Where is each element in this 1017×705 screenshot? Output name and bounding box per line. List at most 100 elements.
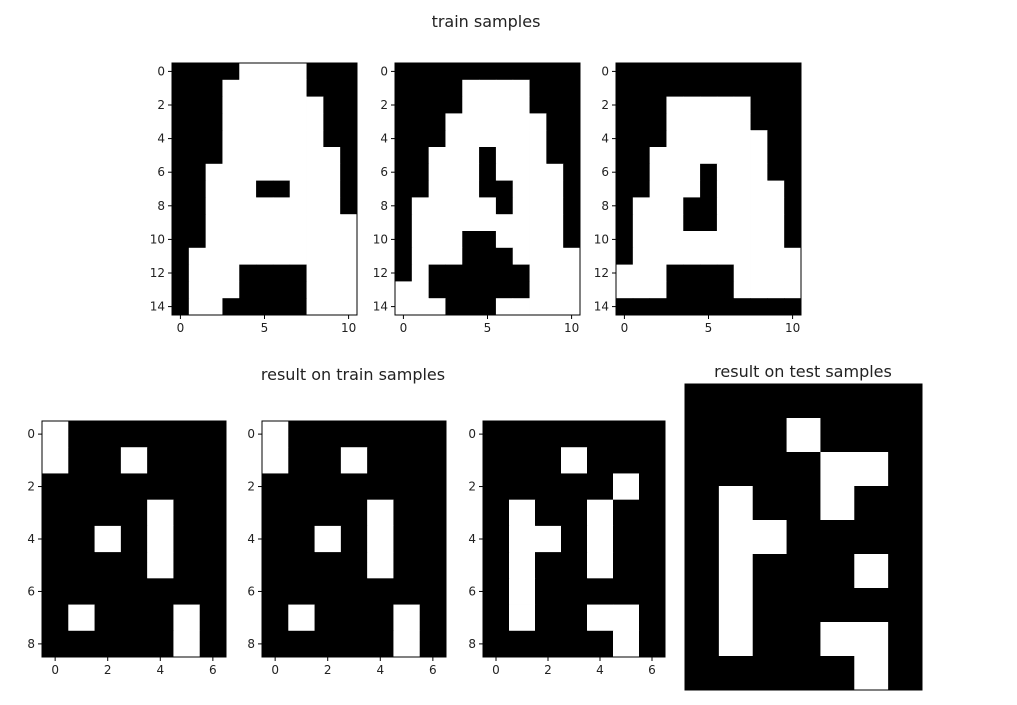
heatmap-cell: [733, 214, 751, 232]
heatmap-cell: [479, 180, 497, 198]
heatmap-cell: [767, 281, 785, 299]
heatmap-cell: [395, 281, 413, 299]
heatmap-cell: [205, 96, 223, 114]
heatmap-cell: [428, 197, 446, 215]
y-tick-label: 8: [27, 637, 35, 651]
heatmap-cell: [323, 231, 341, 249]
heatmap-cell: [750, 163, 768, 181]
heatmap-cell: [445, 163, 463, 181]
heatmap-cell: [561, 552, 588, 579]
heatmap-cell: [495, 264, 514, 282]
heatmap-cell: [323, 96, 341, 114]
y-tick-label: 8: [157, 199, 165, 213]
heatmap-cell: [462, 298, 480, 316]
heatmap-cell: [323, 214, 341, 232]
heatmap-cell: [529, 130, 547, 148]
heatmap-cell: [512, 264, 530, 282]
heatmap-cell: [42, 604, 69, 632]
heatmap-cell: [340, 499, 368, 527]
heatmap-cell: [784, 264, 802, 282]
heatmap-cell: [172, 163, 190, 181]
heatmap-cell: [323, 298, 341, 316]
heatmap-cell: [42, 630, 69, 658]
heatmap-cell: [509, 473, 536, 501]
heatmap-cell: [786, 384, 821, 419]
y-tick-label: 6: [27, 584, 35, 598]
heatmap-cell: [411, 130, 430, 148]
heatmap-cell: [483, 578, 510, 605]
heatmap-cell: [512, 63, 530, 81]
heatmap-cell: [649, 113, 667, 131]
heatmap-cell: [94, 421, 122, 448]
heatmap-cell: [222, 96, 240, 114]
heatmap-cell: [888, 520, 923, 555]
heatmap-cell: [323, 147, 341, 165]
heatmap-cell: [462, 197, 480, 215]
heatmap-cell: [718, 622, 754, 657]
heatmap-cell: [239, 298, 257, 316]
heatmap-cell: [393, 552, 421, 579]
heatmap-cell: [173, 525, 201, 553]
heatmap-cell: [239, 281, 257, 299]
heatmap-cell: [445, 113, 463, 131]
heatmap-cell: [666, 63, 684, 81]
heatmap-cell: [188, 231, 207, 249]
heatmap-cell: [649, 63, 667, 81]
heatmap-cell: [854, 622, 889, 657]
heatmap-cell: [340, 578, 368, 605]
heatmap-cell: [546, 130, 564, 148]
heatmap-cell: [632, 147, 651, 165]
heatmap-cell: [752, 452, 787, 487]
heatmap-cell: [120, 473, 148, 501]
heatmap-cell: [546, 264, 564, 282]
heatmap-cell: [512, 298, 530, 316]
heatmap-cell: [393, 630, 421, 658]
heatmap-cell: [616, 197, 634, 215]
y-tick-label: 0: [380, 64, 388, 78]
heatmap-cell: [462, 63, 480, 81]
heatmap-cell: [68, 552, 95, 579]
heatmap-cell: [649, 79, 667, 97]
x-tick-label: 5: [484, 321, 492, 335]
heatmap-cell: [700, 264, 718, 282]
heatmap-cell: [649, 96, 667, 114]
heatmap-cell: [639, 578, 666, 605]
heatmap-cell: [529, 79, 547, 97]
heatmap-cell: [262, 630, 289, 658]
heatmap-cell: [172, 180, 190, 198]
heatmap-cell: [256, 79, 274, 97]
heatmap-cell: [419, 552, 447, 579]
heatmap-cell: [529, 180, 547, 198]
heatmap-cell: [767, 79, 785, 97]
heatmap-cell: [323, 281, 341, 299]
heatmap-cell: [306, 113, 324, 131]
heatmap-cell: [94, 552, 122, 579]
heatmap-cell: [479, 264, 497, 282]
heatmap-cell: [666, 214, 684, 232]
heatmap-cell: [767, 147, 785, 165]
heatmap-cell: [495, 63, 514, 81]
heatmap-cell: [199, 630, 227, 658]
heatmap-cell: [205, 63, 223, 81]
heatmap-cell: [666, 180, 684, 198]
heatmap-cell: [340, 96, 358, 114]
y-tick-label: 12: [373, 266, 388, 280]
heatmap-cell: [340, 214, 358, 232]
heatmap-cell: [666, 79, 684, 97]
heatmap-cell: [639, 604, 666, 632]
heatmap-cell: [561, 499, 588, 527]
heatmap-cell: [632, 130, 651, 148]
heatmap-cell: [188, 113, 207, 131]
heatmap-cell: [512, 180, 530, 198]
heatmap-cell: [888, 622, 923, 657]
heatmap-cell: [733, 147, 751, 165]
heatmap-cell: [147, 578, 174, 605]
heatmap-cell: [509, 578, 536, 605]
heatmap-cell: [222, 163, 240, 181]
y-tick-label: 4: [27, 532, 35, 546]
heatmap-cell: [854, 656, 889, 691]
heatmap-cell: [512, 96, 530, 114]
y-tick-label: 14: [594, 300, 609, 314]
y-tick-label: 4: [380, 132, 388, 146]
heatmap-cell: [272, 147, 291, 165]
